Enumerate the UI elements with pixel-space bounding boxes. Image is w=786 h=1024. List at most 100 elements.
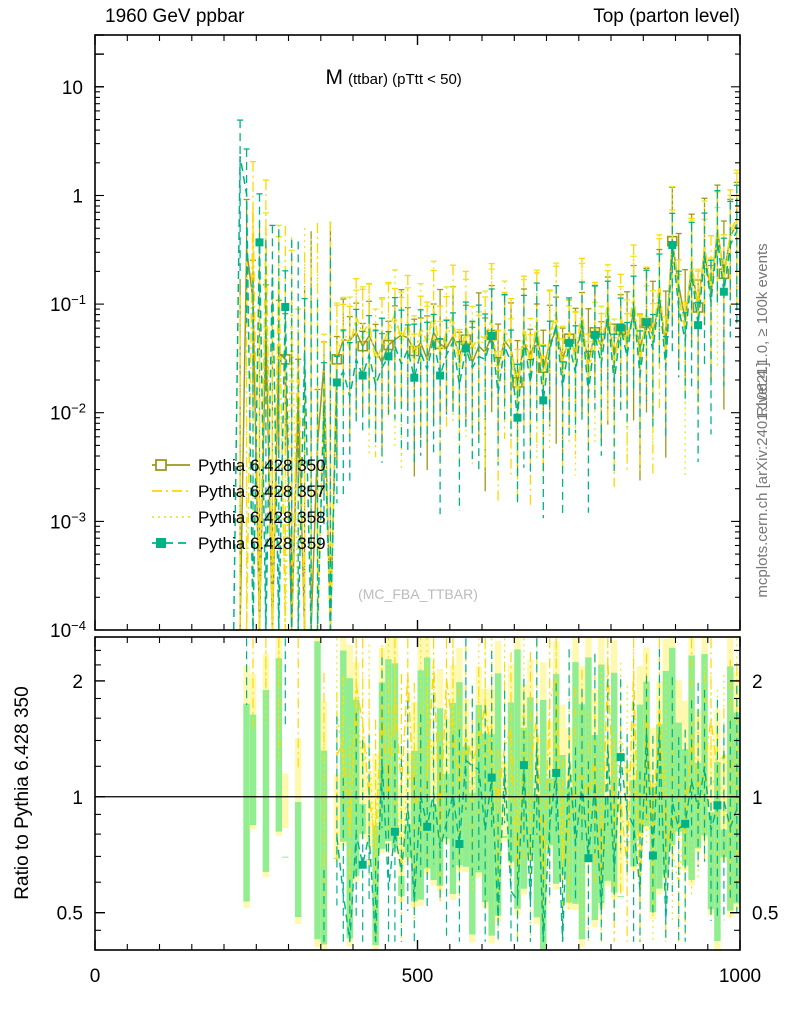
marker-filled-square <box>642 318 651 327</box>
ratio-band-inner <box>598 664 605 904</box>
marker-filled-square <box>255 238 264 247</box>
ratio-series-pythia-6-428-359 <box>246 638 738 942</box>
x-tick-label: 500 <box>402 966 434 987</box>
legend-item-pythia-6-428-357[interactable]: Pythia 6.428 357 <box>152 482 326 501</box>
ratio-band-inner <box>514 649 521 909</box>
ratio-band-inner <box>585 657 592 855</box>
y-tick-label-ratio: 0.5 <box>57 904 83 925</box>
plot-title-sub: (ttbar) (pTtt < 50) <box>348 71 462 88</box>
marker-filled-square <box>694 321 703 330</box>
ratio-line <box>336 695 738 903</box>
marker-filled-square <box>719 287 728 296</box>
ratio-band-inner <box>340 650 347 842</box>
y-tick-label-ratio-right: 1 <box>752 788 763 809</box>
y-tick-label-main: 10 <box>62 78 83 99</box>
legend-label: Pythia 6.428 350 <box>198 456 326 475</box>
legend-item-pythia-6-428-358[interactable]: Pythia 6.428 358 <box>152 508 326 527</box>
legend-label: Pythia 6.428 358 <box>198 508 326 527</box>
marker-filled-square <box>616 323 625 332</box>
marker-filled-square <box>358 371 367 380</box>
ratio-band-inner <box>282 856 289 858</box>
marker-filled-square <box>565 338 574 347</box>
legend-label: Pythia 6.428 359 <box>198 534 326 553</box>
marker-filled-square <box>332 378 341 387</box>
x-tick-label: 1000 <box>719 966 761 987</box>
marker-filled-square <box>281 303 290 312</box>
ratio-band-inner <box>565 787 573 903</box>
ratio-marker <box>681 819 690 828</box>
ratio-marker <box>648 851 657 860</box>
ratio-marker <box>455 839 464 848</box>
ratio-band-inner <box>243 703 250 902</box>
ratio-band-inner <box>604 797 611 881</box>
marker-filled-square <box>513 413 522 422</box>
ratio-band-inner <box>533 794 541 918</box>
y-tick-label-main: 1 <box>72 186 83 207</box>
marker-filled-square <box>461 344 470 353</box>
y-tick-label-ratio-right: 0.5 <box>752 904 778 925</box>
mask-mid <box>0 631 786 637</box>
marker-filled-square <box>436 371 445 380</box>
ratio-band-outer <box>359 739 366 838</box>
mask-left <box>0 0 95 1024</box>
legend-label: Pythia 6.428 357 <box>198 482 326 501</box>
marker-filled-square <box>410 373 419 382</box>
ratio-band-inner <box>423 657 431 869</box>
mask-bottom <box>0 951 786 1024</box>
ratio-band-inner <box>398 876 405 896</box>
ratio-band-inner <box>314 641 321 940</box>
ratio-band-inner <box>520 727 528 889</box>
marker-filled-square <box>590 330 599 339</box>
x-tick-label: 0 <box>90 966 101 987</box>
ratio-marker <box>616 753 625 762</box>
ratio-band-inner <box>540 699 547 950</box>
series-pythia-6-428-358 <box>233 169 740 631</box>
mask-top <box>0 0 786 35</box>
series-pythia-6-428-357 <box>233 160 740 631</box>
watermark: (MC_FBA_TTBAR) <box>358 586 478 602</box>
series-pythia-6-428-350 <box>233 181 740 631</box>
y-tick-label-ratio: 1 <box>72 788 83 809</box>
side-label-mcplots: mcplots.cern.ch [arXiv:2401.10621] <box>754 362 771 597</box>
ratio-marker <box>584 854 593 863</box>
marker-filled-square <box>539 396 548 405</box>
mask-right <box>741 0 786 1024</box>
header-left-label: 1960 GeV ppbar <box>105 6 245 27</box>
ratio-marker <box>390 827 399 836</box>
ratio-band-outer <box>282 773 289 829</box>
ratio-band-inner <box>488 734 495 936</box>
series-pythia-6-428-359 <box>232 119 740 631</box>
ratio-marker <box>423 822 432 831</box>
ratio-band-inner <box>249 714 257 826</box>
side-label-rivet: Rivet 4.1.0, ≥ 100k events <box>754 243 771 416</box>
ratio-marker <box>552 768 561 777</box>
legend-item-pythia-6-428-359[interactable]: Pythia 6.428 359 <box>152 534 326 553</box>
y-tick-label-ratio-right: 2 <box>752 672 763 693</box>
ratio-marker <box>713 801 722 810</box>
header-right-label: Top (parton level) <box>593 6 740 27</box>
ratio-band-inner <box>262 689 270 872</box>
labels: 1960 GeV ppbar Top (parton level) M (ttbar)… <box>12 6 771 900</box>
ratio-marker <box>519 761 528 770</box>
ratio-band-inner <box>469 792 476 935</box>
ratio-band-inner <box>482 733 489 903</box>
ratio-band-inner <box>636 704 644 834</box>
ratio-band-outer <box>365 775 373 847</box>
y-tick-label-ratio: 2 <box>72 672 83 693</box>
ratio-band-inner <box>662 670 670 875</box>
plot-title: M <box>326 66 344 89</box>
legend: Pythia 6.428 350 Pythia 6.428 357 Pythia 6… <box>152 456 326 553</box>
ratio-line <box>336 658 738 900</box>
y-tick-label-main: 10−3 <box>50 509 86 534</box>
marker-filled-square <box>487 331 496 340</box>
ratio-band-inner <box>294 801 302 918</box>
legend-item-pythia-6-428-350[interactable]: Pythia 6.428 350 <box>152 456 326 475</box>
ratio-marker <box>358 860 367 869</box>
